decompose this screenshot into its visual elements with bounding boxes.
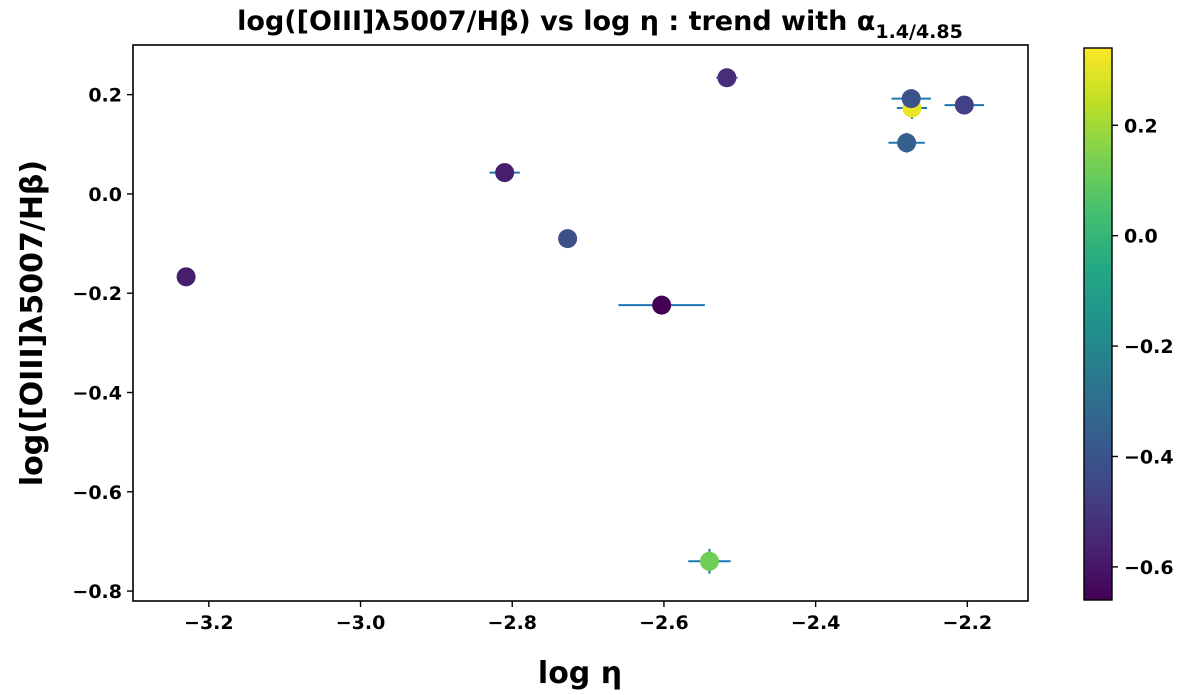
y-axis-label: log([OIII]λ5007/Hβ) bbox=[15, 160, 50, 486]
data-point bbox=[954, 95, 974, 115]
data-point bbox=[699, 551, 719, 571]
colorbar-tick-label: −0.6 bbox=[1124, 557, 1174, 579]
data-points bbox=[176, 68, 974, 571]
chart-title-subscript: 1.4/4.85 bbox=[875, 21, 962, 43]
error-bars bbox=[489, 76, 985, 574]
y-tick-label: −0.4 bbox=[72, 383, 122, 405]
chart-title-main: log([OIII]λ5007/Hβ) vs log η : trend wit… bbox=[237, 6, 875, 37]
plot-frame bbox=[132, 44, 1029, 602]
data-point bbox=[495, 163, 515, 183]
data-point bbox=[558, 229, 578, 249]
colorbar-ticks: 0.2 0.0 −0.2 −0.4 −0.6 bbox=[1112, 115, 1174, 579]
data-point bbox=[897, 133, 917, 153]
x-tick-label: −2.8 bbox=[487, 612, 537, 634]
x-tick-label: −2.4 bbox=[791, 612, 841, 634]
y-tick-label: −0.6 bbox=[72, 482, 122, 504]
x-tick-label: −3.2 bbox=[184, 612, 234, 634]
x-tick-label: −2.6 bbox=[639, 612, 689, 634]
y-tick-label: 0.0 bbox=[88, 184, 122, 206]
data-point bbox=[717, 68, 737, 88]
colorbar bbox=[1083, 47, 1113, 601]
x-tick-label: −2.2 bbox=[943, 612, 993, 634]
y-tick-label: −0.8 bbox=[72, 581, 122, 603]
colorbar-tick-label: 0.2 bbox=[1124, 115, 1158, 137]
y-axis-ticks: 0.2 0.0 −0.2 −0.4 −0.6 −0.8 bbox=[72, 85, 133, 603]
chart-title: log([OIII]λ5007/Hβ) vs log η : trend wit… bbox=[237, 6, 963, 43]
colorbar-tick-label: 0.0 bbox=[1124, 226, 1158, 248]
x-axis-ticks: −3.2 −3.0 −2.8 −2.6 −2.4 −2.2 bbox=[184, 601, 992, 634]
x-axis-label: log η bbox=[538, 656, 622, 691]
y-tick-label: 0.2 bbox=[88, 85, 122, 107]
data-point bbox=[901, 89, 921, 109]
colorbar-tick-label: −0.4 bbox=[1124, 446, 1174, 468]
x-tick-label: −3.0 bbox=[336, 612, 386, 634]
y-tick-label: −0.2 bbox=[72, 283, 122, 305]
data-point bbox=[652, 295, 672, 315]
data-point bbox=[176, 267, 196, 287]
colorbar-tick-label: −0.2 bbox=[1124, 336, 1174, 358]
